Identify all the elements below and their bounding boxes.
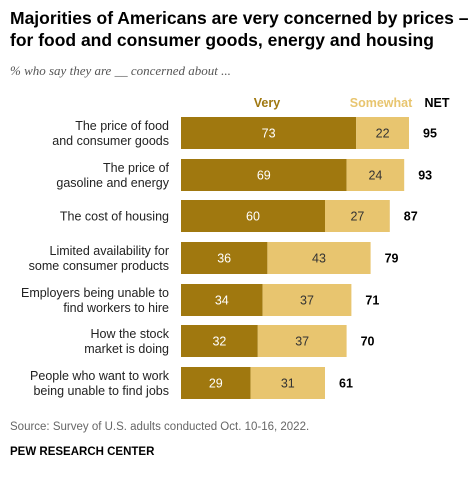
category-label: and consumer goods xyxy=(52,134,169,148)
category-label: How the stock xyxy=(90,327,169,341)
bar-somewhat xyxy=(250,367,325,399)
value-label-very: 32 xyxy=(212,335,226,349)
bar-very xyxy=(181,325,258,357)
net-value-label: 87 xyxy=(404,210,418,224)
value-label-very: 34 xyxy=(215,294,229,308)
bar-very xyxy=(181,284,263,316)
bar-very xyxy=(181,200,325,232)
bar-somewhat xyxy=(325,200,390,232)
bar-very xyxy=(181,159,347,191)
brand-footer: PEW RESEARCH CENTER xyxy=(10,446,155,458)
net-value-label: 93 xyxy=(418,169,432,183)
category-label: Employers being unable to xyxy=(21,286,169,300)
category-label: some consumer products xyxy=(29,259,169,273)
category-label: People who want to work xyxy=(30,369,170,383)
value-label-somewhat: 37 xyxy=(300,294,314,308)
legend-net: NET xyxy=(425,96,450,110)
chart-subtitle: % who say they are __ concerned about ..… xyxy=(10,63,231,78)
bar-somewhat xyxy=(356,117,409,149)
value-label-somewhat: 27 xyxy=(350,210,364,224)
source-note: Source: Survey of U.S. adults conducted … xyxy=(10,421,310,433)
value-label-very: 73 xyxy=(262,127,276,141)
bar-very xyxy=(181,367,251,399)
bar-somewhat xyxy=(262,284,352,316)
value-label-very: 60 xyxy=(246,210,260,224)
category-label: Limited availability for xyxy=(50,244,170,258)
bar-somewhat xyxy=(346,159,405,191)
bar-very xyxy=(181,242,268,274)
value-label-very: 29 xyxy=(209,377,223,391)
net-value-label: 79 xyxy=(385,252,399,266)
chart-title: Majorities of Americans are very concern… xyxy=(10,8,469,50)
category-label: The cost of housing xyxy=(60,210,169,224)
value-label-somewhat: 37 xyxy=(295,335,309,349)
value-label-somewhat: 24 xyxy=(368,169,382,183)
category-label: The price of xyxy=(103,161,170,175)
value-label-somewhat: 31 xyxy=(281,377,295,391)
net-value-label: 95 xyxy=(423,127,437,141)
bar-somewhat xyxy=(267,242,371,274)
category-label: market is doing xyxy=(84,342,169,356)
value-label-very: 69 xyxy=(257,169,271,183)
category-label: find workers to hire xyxy=(63,301,169,315)
legend-very: Very xyxy=(254,96,280,110)
bar-somewhat xyxy=(257,325,347,357)
legend-somewhat: Somewhat xyxy=(350,96,413,110)
net-value-label: 71 xyxy=(365,294,379,308)
bar-very xyxy=(181,117,357,149)
category-label: The price of food xyxy=(75,119,169,133)
net-value-label: 70 xyxy=(361,335,375,349)
category-label: being unable to find jobs xyxy=(33,384,169,398)
net-value-label: 61 xyxy=(339,377,353,391)
value-label-somewhat: 22 xyxy=(376,127,390,141)
value-label-somewhat: 43 xyxy=(312,252,326,266)
value-label-very: 36 xyxy=(217,252,231,266)
category-label: gasoline and energy xyxy=(56,176,169,190)
